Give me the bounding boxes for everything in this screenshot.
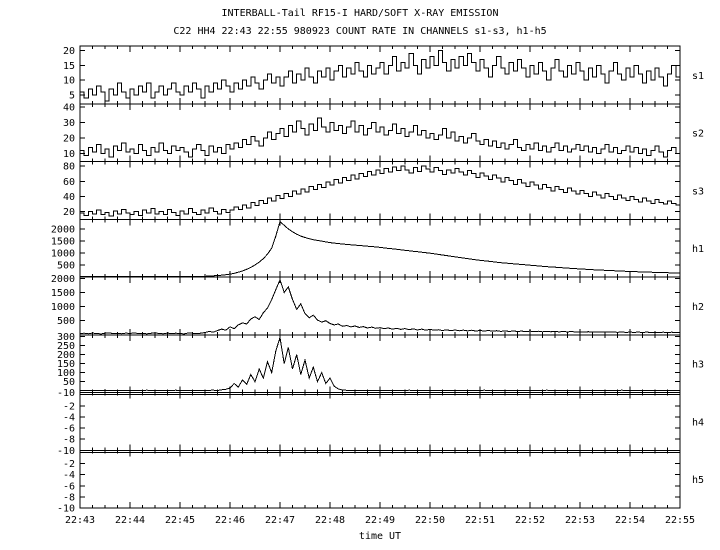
panel-s3: 80 60 40 20 s3	[63, 161, 704, 220]
chart-subtitle: C22 HH4 22:43 22:55 980923 COUNT RATE IN…	[173, 26, 546, 37]
x-tick-label: 22:51	[465, 515, 495, 526]
trace-h2	[79, 278, 681, 335]
trace-h3	[79, 337, 681, 392]
x-tick-label: 22:43	[65, 515, 95, 526]
x-tick-label: 22:45	[165, 515, 195, 526]
y-tick-label: 1000	[51, 302, 75, 313]
panel-frame	[79, 334, 681, 393]
y-tick-label: 5	[69, 90, 75, 101]
y-tick-label: 40	[63, 192, 75, 203]
y-tick-label: 100	[57, 368, 75, 379]
y-tick-label: -4	[63, 412, 75, 423]
panel-s1: 20 15 10 5 s1	[63, 45, 704, 105]
channel-label-h4: h4	[692, 417, 704, 428]
chart-title: INTERBALL-Tail RF15-I HARD/SOFT X-RAY EM…	[222, 8, 499, 19]
x-tick-label: 22:55	[665, 515, 695, 526]
x-tick-label: 22:50	[415, 515, 445, 526]
x-tick-label: 22:52	[515, 515, 545, 526]
channel-label-s2: s2	[692, 129, 704, 140]
y-tick-label: 20	[63, 207, 75, 218]
panel-h2: 2000 1500 1000 500 h2	[51, 274, 704, 336]
y-tick-label: 80	[63, 162, 75, 173]
y-tick-label: -2	[63, 401, 75, 412]
y-tick-label: -10	[57, 446, 75, 457]
y-tick-label: 1500	[51, 288, 75, 299]
channel-label-h2: h2	[692, 302, 704, 313]
y-tick-label: -10	[57, 388, 75, 399]
y-tick-label: 10	[63, 76, 75, 87]
y-tick-label: 20	[63, 134, 75, 145]
y-tick-label: 500	[57, 260, 75, 271]
y-tick-label: 60	[63, 177, 75, 188]
trace-s3	[80, 165, 681, 217]
channel-label-h5: h5	[692, 475, 704, 486]
y-tick-label: 2000	[51, 274, 75, 285]
y-tick-label: -6	[63, 424, 75, 435]
x-tick-label: 22:47	[265, 515, 295, 526]
panel-h4: -2-4-6-8-10 h4	[57, 392, 704, 457]
y-tick-label: 2000	[51, 224, 75, 235]
x-tick-label: 22:54	[615, 515, 645, 526]
x-axis-title: time UT	[359, 531, 401, 542]
trace-s1	[80, 49, 681, 102]
x-tick-label: 22:53	[565, 515, 595, 526]
channel-label-s1: s1	[692, 71, 704, 82]
y-tick-label: 150	[57, 359, 75, 370]
y-tick-label: -8	[63, 492, 75, 503]
x-tick-label: 22:44	[115, 515, 145, 526]
panel-frame	[79, 218, 681, 278]
panel-frame	[79, 392, 681, 451]
panel-s2: 40 30 20 10 s2	[63, 102, 704, 162]
y-tick-label: 250	[57, 341, 75, 352]
x-tick-label: 22:49	[365, 515, 395, 526]
y-tick-label: -4	[63, 470, 75, 481]
panel-frame	[79, 276, 681, 336]
y-tick-label: 1500	[51, 236, 75, 247]
panel-frame	[79, 449, 681, 509]
trace-h1	[79, 220, 681, 278]
x-tick-label: 22:48	[315, 515, 345, 526]
y-tick-label: 30	[63, 118, 75, 129]
x-tick-label: 22:46	[215, 515, 245, 526]
y-tick-label: 50	[63, 377, 75, 388]
y-tick-label: 300	[57, 332, 75, 343]
y-tick-label: 1000	[51, 248, 75, 259]
panel-frame	[79, 45, 681, 105]
y-tick-label: 15	[63, 61, 75, 72]
channel-label-h1: h1	[692, 244, 704, 255]
y-tick-label: 500	[57, 316, 75, 327]
trace-s2	[80, 117, 681, 158]
y-tick-label: -2	[63, 459, 75, 470]
channel-label-h3: h3	[692, 360, 704, 371]
y-tick-label: -10	[57, 504, 75, 515]
panel-frame	[79, 103, 681, 162]
y-tick-label: 40	[63, 102, 75, 113]
y-tick-label: -6	[63, 481, 75, 492]
y-tick-label: 200	[57, 350, 75, 361]
y-tick-label: -8	[63, 435, 75, 446]
channel-label-s3: s3	[692, 186, 704, 197]
y-tick-label: 20	[63, 46, 75, 57]
y-tick-label: 10	[63, 149, 75, 160]
